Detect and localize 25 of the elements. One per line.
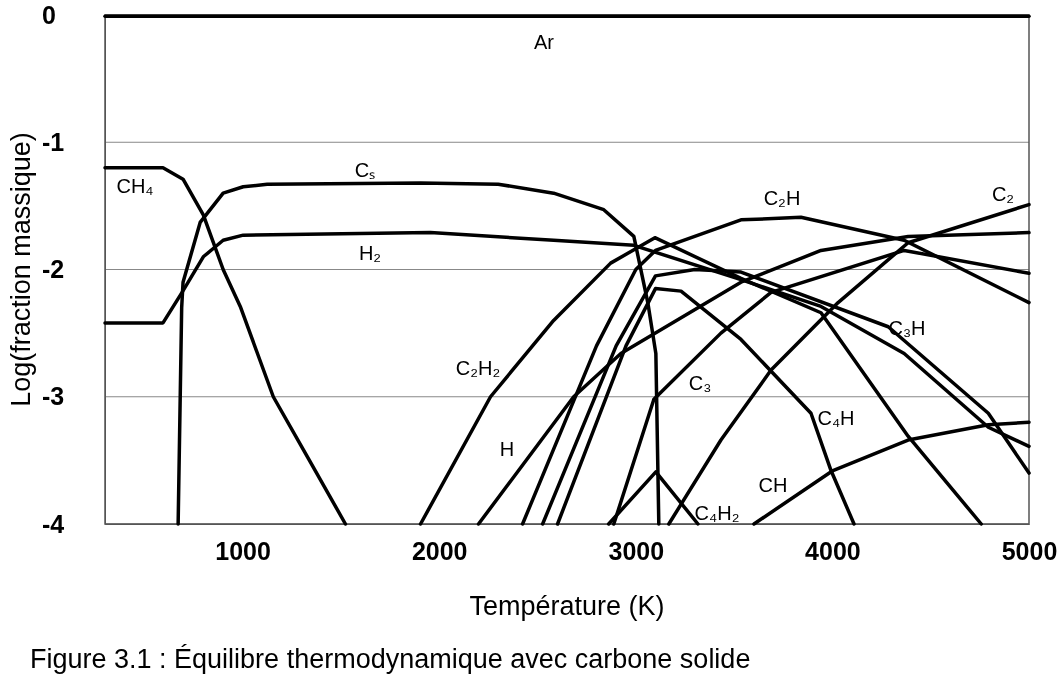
y-tick-label: -1 — [42, 127, 65, 156]
y-tick-label: -3 — [42, 382, 65, 411]
caption: Figure 3.1 : Équilibre thermodynamique avec carbone solide — [30, 644, 751, 674]
series-label: H₂ — [358, 242, 382, 265]
series-label: C₃ — [688, 372, 712, 395]
x-tick-label: 1000 — [215, 536, 271, 565]
series-label: H — [499, 438, 515, 461]
series-label: Cₛ — [354, 159, 376, 182]
series-label: Ar — [534, 31, 555, 54]
x-tick-label: 3000 — [608, 536, 665, 565]
series-label: CH — [758, 474, 788, 497]
series-label: C₄H — [817, 407, 855, 430]
x-tick-label: 2000 — [411, 536, 468, 565]
series-label: CH₄ — [116, 175, 154, 198]
y-tick-label: -2 — [42, 255, 65, 283]
series-label: C₂ — [991, 183, 1015, 206]
x-tick-label: 5000 — [1001, 536, 1058, 565]
series-label: C₂H₂ — [455, 357, 501, 380]
series-label: C₄H₂ — [694, 502, 740, 525]
series-label: C₂H — [763, 187, 801, 210]
x-axis-title: Température (K) — [469, 591, 665, 621]
x-tick-label: 4000 — [805, 536, 861, 565]
y-tick-label: 0 — [42, 0, 56, 29]
y-tick-label: -4 — [42, 509, 65, 538]
y-axis-title: Log(fraction massique) — [6, 132, 36, 407]
